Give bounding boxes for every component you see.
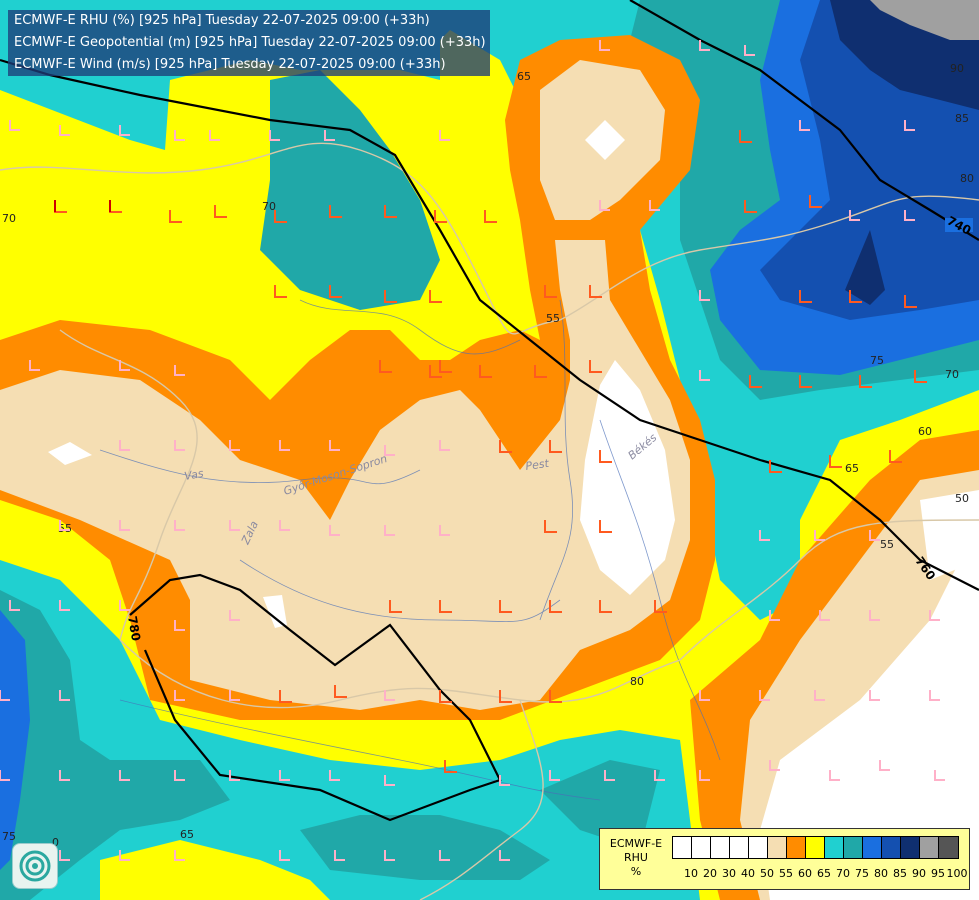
legend-swatch xyxy=(673,837,692,858)
legend-swatch xyxy=(692,837,711,858)
title-rhu: ECMWF-E RHU (%) [925 hPa] Tuesday 22-07-… xyxy=(14,13,430,28)
legend-swatch xyxy=(882,837,901,858)
svg-text:80: 80 xyxy=(630,675,644,688)
legend-tick: 60 xyxy=(798,867,812,880)
svg-text:75: 75 xyxy=(2,830,16,843)
legend-swatch xyxy=(825,837,844,858)
rh-region-70-75-south xyxy=(300,815,550,880)
svg-text:90: 90 xyxy=(950,62,964,75)
legend-swatch xyxy=(787,837,806,858)
rh-region-85-90-small xyxy=(845,230,885,305)
legend-tick: 30 xyxy=(722,867,736,880)
svg-text:55: 55 xyxy=(880,538,894,551)
rh-region-below-50-small2 xyxy=(48,442,92,465)
legend-swatch xyxy=(939,837,958,858)
legend-tick: 85 xyxy=(893,867,907,880)
svg-text:55: 55 xyxy=(546,312,560,325)
rh-region-below-50-se xyxy=(760,560,979,900)
rh-contour-labels: 90 85 80 70 65 55 75 70 60 65 50 55 80 5… xyxy=(2,62,974,849)
rh-region-below-50-edge xyxy=(920,490,979,580)
legend-unit: % xyxy=(630,865,642,878)
legend-tick: 75 xyxy=(855,867,869,880)
geopotential-label-780: 780 xyxy=(125,615,143,642)
legend-swatch xyxy=(730,837,749,858)
svg-text:70: 70 xyxy=(262,200,276,213)
svg-text:70: 70 xyxy=(2,212,16,225)
svg-text:65: 65 xyxy=(180,828,194,841)
legend-swatch xyxy=(711,837,730,858)
svg-text:70: 70 xyxy=(945,368,959,381)
rh-region-below-50-small1 xyxy=(585,120,625,160)
svg-text:80: 80 xyxy=(960,172,974,185)
legend-swatch xyxy=(920,837,939,858)
legend-tick-labels: 10 20 30 40 50 55 60 65 70 75 80 85 90 95 100 xyxy=(672,867,968,881)
legend-title: ECMWF-E RHU % xyxy=(606,837,666,879)
legend-tick: 20 xyxy=(703,867,717,880)
map-title-panel: ECMWF-E RHU (%) [925 hPa] Tuesday 22-07-… xyxy=(8,10,490,76)
geopotential-label-bg-740 xyxy=(945,218,973,232)
legend-tick: 90 xyxy=(912,867,926,880)
swirl-icon xyxy=(19,850,51,882)
legend-tick: 80 xyxy=(874,867,888,880)
svg-text:50: 50 xyxy=(955,492,969,505)
legend-swatch xyxy=(844,837,863,858)
legend-tick: 10 xyxy=(684,867,698,880)
svg-text:65: 65 xyxy=(517,70,531,83)
legend-swatch xyxy=(806,837,825,858)
legend-swatch xyxy=(901,837,920,858)
title-geopotential: ECMWF-E Geopotential (m) [925 hPa] Tuesd… xyxy=(14,35,486,50)
legend-tick: 50 xyxy=(760,867,774,880)
legend-tick: 100 xyxy=(946,867,968,880)
legend-swatch xyxy=(863,837,882,858)
legend-tick: 65 xyxy=(817,867,831,880)
rh-region-75-80-sw xyxy=(0,610,30,870)
svg-text:85: 85 xyxy=(955,112,969,125)
rh-region-90-95 xyxy=(870,0,979,40)
svg-text:0: 0 xyxy=(52,836,59,849)
svg-text:60: 60 xyxy=(918,425,932,438)
ecmwf-logo xyxy=(12,843,58,889)
svg-text:Pest: Pest xyxy=(525,457,551,473)
rh-region-70-75-south2 xyxy=(540,760,660,850)
rh-region-50-55-main xyxy=(0,240,690,710)
svg-text:55: 55 xyxy=(58,522,72,535)
wind-barbs xyxy=(0,40,945,861)
svg-text:75: 75 xyxy=(870,354,884,367)
country-borders xyxy=(0,142,979,900)
legend-swatch xyxy=(768,837,787,858)
rhu-legend: ECMWF-E RHU % 10 20 30 40 50 55 60 65 70 75 80 85 90… xyxy=(599,828,970,890)
rh-region-60-65-south xyxy=(100,840,330,900)
legend-tick: 40 xyxy=(741,867,755,880)
legend-color-scale xyxy=(672,836,959,859)
legend-tick: 95 xyxy=(931,867,945,880)
legend-tick: 70 xyxy=(836,867,850,880)
legend-model: ECMWF-E xyxy=(609,837,663,850)
rh-region-below-50-east xyxy=(580,360,675,595)
legend-swatch xyxy=(749,837,768,858)
legend-tick: 55 xyxy=(779,867,793,880)
rh-region-70-75-sw xyxy=(0,590,230,900)
svg-text:Vas: Vas xyxy=(183,467,205,483)
title-wind: ECMWF-E Wind (m/s) [925 hPa] Tuesday 22-… xyxy=(14,57,446,72)
rivers xyxy=(99,299,721,801)
legend-variable: RHU xyxy=(624,851,648,864)
svg-text:65: 65 xyxy=(845,462,859,475)
rh-region-below-50-small3 xyxy=(263,595,287,628)
rh-region-70-75-nw xyxy=(260,70,440,310)
